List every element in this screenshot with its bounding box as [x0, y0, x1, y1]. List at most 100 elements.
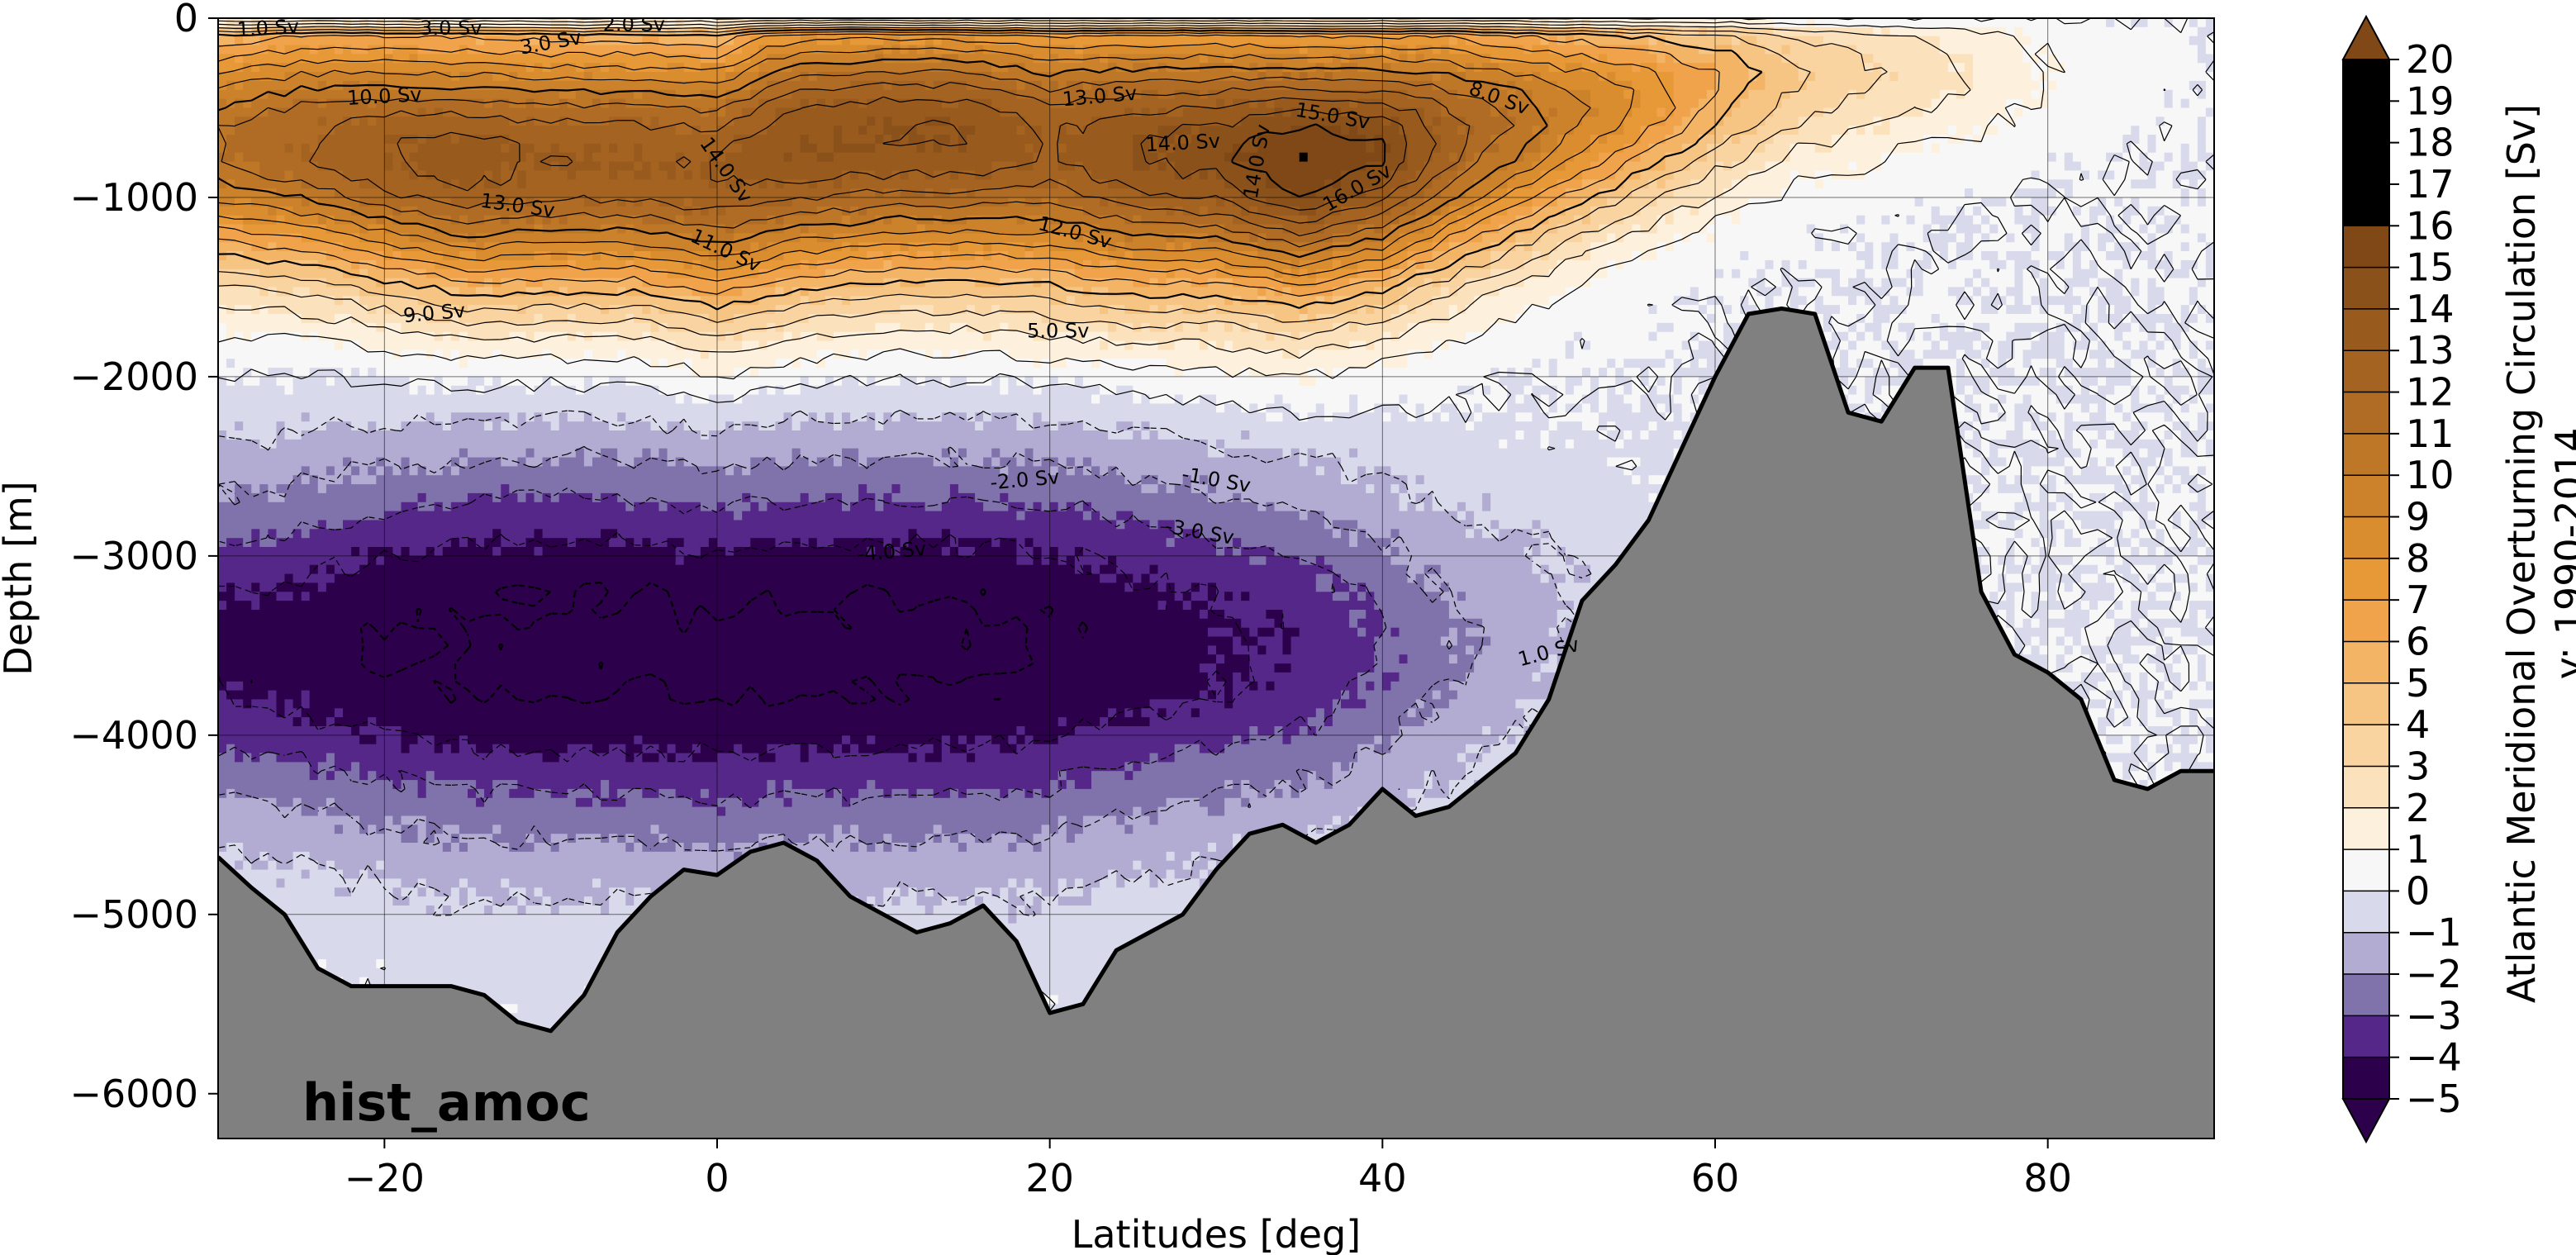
field-cell [318, 170, 327, 179]
field-cell [326, 45, 335, 55]
field-cell [268, 834, 277, 843]
field-cell [235, 287, 244, 296]
field-cell [259, 314, 269, 323]
field-cell [318, 188, 327, 197]
field-cell [243, 81, 252, 90]
field-cell [259, 278, 269, 288]
field-cell [302, 619, 311, 628]
field-cell [318, 36, 327, 45]
field-cell [318, 440, 327, 449]
field-cell [302, 654, 311, 663]
field-cell [268, 565, 277, 574]
field-cell [218, 565, 227, 574]
field-cell [277, 619, 286, 628]
field-cell [285, 582, 294, 592]
field-cell [226, 251, 235, 260]
field-cell [277, 789, 286, 798]
field-cell [259, 458, 269, 467]
field-cell [318, 90, 327, 99]
field-cell [318, 601, 327, 610]
field-cell [318, 924, 327, 933]
field-cell [259, 556, 269, 565]
field-cell [310, 753, 319, 763]
field-cell [277, 521, 286, 530]
field-cell [310, 645, 319, 654]
field-cell [302, 673, 311, 682]
field-cell [318, 682, 327, 691]
field-cell [235, 170, 244, 179]
field-cell [226, 825, 235, 834]
field-cell [293, 843, 302, 852]
field-cell [218, 771, 227, 780]
field-cell [268, 825, 277, 834]
field-cell [277, 825, 286, 834]
field-cell [310, 924, 319, 933]
field-cell [226, 726, 235, 735]
field-cell [268, 323, 277, 332]
field-cell [226, 296, 235, 305]
field-cell [302, 843, 311, 852]
field-cell [259, 645, 269, 654]
field-cell [243, 870, 252, 879]
field-cell [268, 144, 277, 153]
field-cell [293, 906, 302, 915]
field-cell [251, 771, 260, 780]
field-cell [293, 511, 302, 521]
field-cell [259, 673, 269, 682]
field-cell [302, 90, 311, 99]
field-cell [243, 565, 252, 574]
field-cell [310, 682, 319, 691]
field-cell [251, 323, 260, 332]
field-cell [302, 592, 311, 601]
field-cell [259, 798, 269, 807]
field-cell [251, 654, 260, 663]
field-cell [310, 834, 319, 843]
field-cell [243, 45, 252, 55]
field-cell [268, 628, 277, 637]
field-cell [285, 511, 294, 521]
field-cell [259, 565, 269, 574]
field-cell [226, 458, 235, 467]
field-cell [259, 386, 269, 395]
field-cell [277, 726, 286, 735]
field-cell [235, 314, 244, 323]
field-cell [277, 278, 286, 288]
field-cell [243, 359, 252, 368]
field-cell [318, 242, 327, 251]
field-cell [318, 556, 327, 565]
field-cell [251, 170, 260, 179]
field-cell [243, 341, 252, 350]
field-cell [251, 511, 260, 521]
field-cell [259, 54, 269, 63]
field-cell [277, 449, 286, 458]
field-cell [310, 278, 319, 288]
field-cell [243, 323, 252, 332]
field-cell [277, 170, 286, 179]
field-cell [318, 789, 327, 798]
field-cell [318, 126, 327, 135]
field-cell [302, 242, 311, 251]
field-cell [326, 36, 335, 45]
field-cell [268, 843, 277, 852]
field-cell [293, 547, 302, 556]
field-cell [259, 663, 269, 673]
field-cell [251, 825, 260, 834]
field-cell [243, 619, 252, 628]
field-cell [251, 717, 260, 726]
field-cell [243, 395, 252, 404]
field-cell [318, 852, 327, 861]
field-cell [268, 601, 277, 610]
field-cell [310, 915, 319, 924]
field-cell [293, 341, 302, 350]
field-cell [293, 726, 302, 735]
field-cell [218, 798, 227, 807]
field-cell [285, 699, 294, 708]
field-cell [277, 386, 286, 395]
field-cell [243, 260, 252, 269]
field-cell [318, 511, 327, 521]
field-cell [251, 197, 260, 207]
field-cell [285, 619, 294, 628]
field-cell [259, 341, 269, 350]
field-cell [251, 430, 260, 440]
field-cell [259, 807, 269, 816]
